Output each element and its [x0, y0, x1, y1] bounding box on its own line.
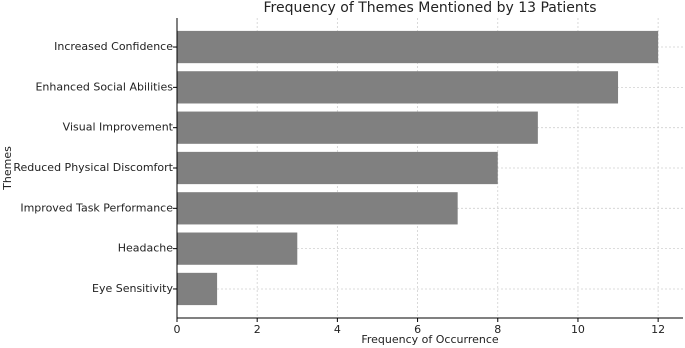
- y-tick-label: Headache: [118, 242, 174, 255]
- x-tick-label: 0: [174, 323, 181, 336]
- y-axis-label: Themes: [1, 146, 14, 191]
- bar: [177, 30, 659, 64]
- x-axis-label: Frequency of Occurrence: [361, 333, 499, 346]
- x-tick-label: 4: [334, 323, 341, 336]
- y-tick-label: Increased Confidence: [54, 40, 173, 53]
- y-tick-label: Enhanced Social Abilities: [35, 80, 173, 93]
- y-tick-label: Visual Improvement: [63, 121, 174, 134]
- y-tick-label: Eye Sensitivity: [92, 282, 173, 295]
- bar: [177, 272, 218, 306]
- bar: [177, 232, 298, 265]
- y-tick-label: Improved Task Performance: [20, 201, 173, 214]
- chart-title: Frequency of Themes Mentioned by 13 Pati…: [263, 0, 596, 16]
- x-tick-label: 8: [494, 323, 501, 336]
- x-tick-label: 6: [414, 323, 421, 336]
- bar: [177, 111, 538, 144]
- bar: [177, 192, 458, 225]
- bar: [177, 151, 498, 185]
- y-tick-label: Reduced Physical Discomfort: [13, 161, 173, 174]
- x-tick-label: 12: [651, 323, 665, 336]
- bar: [177, 71, 619, 104]
- x-tick-label: 10: [571, 323, 585, 336]
- x-tick-label: 2: [254, 323, 261, 336]
